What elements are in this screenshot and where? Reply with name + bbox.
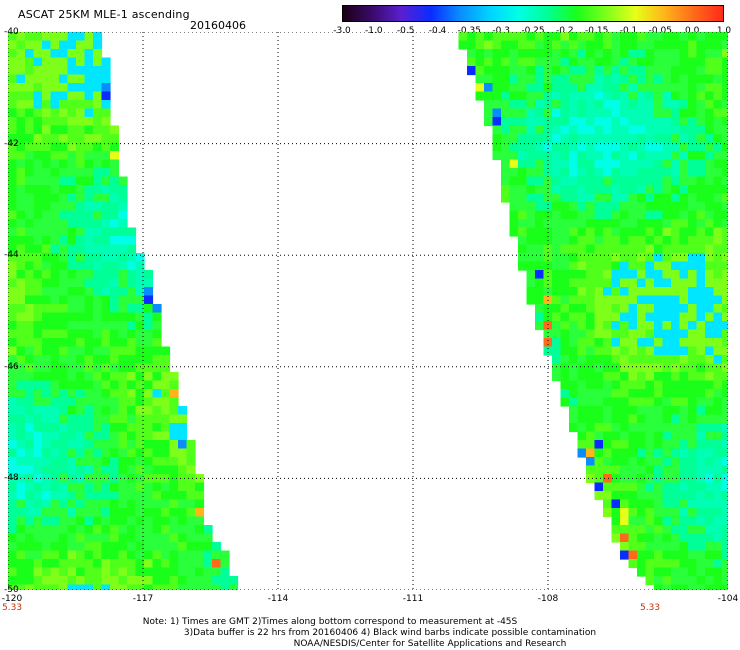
map-title: ASCAT 25KM MLE-1 ascending <box>18 8 190 21</box>
wind-speed-map <box>8 32 728 590</box>
longitude-tick: -117 <box>132 594 154 604</box>
longitude-tick: -114 <box>267 594 289 604</box>
latitude-tick: -50 <box>4 585 19 595</box>
color-scale-tick: -0.05 <box>648 26 672 36</box>
longitude-tick: -108 <box>537 594 559 604</box>
latitude-tick: -40 <box>4 27 19 37</box>
color-scale-tick: -0.2 <box>556 26 574 36</box>
longitude-tick: -104 <box>717 594 739 604</box>
latitude-tick: -46 <box>4 361 19 372</box>
graticule <box>8 32 728 590</box>
note-line-3: NOAA/NESDIS/Center for Satellite Applica… <box>293 639 567 649</box>
color-scale-tick: 1.0 <box>716 26 732 36</box>
time-label-left: 5.33 <box>2 603 23 613</box>
swath-east <box>458 32 728 590</box>
note-line-1: Note: 1) Times are GMT 2)Times along bot… <box>142 617 518 627</box>
color-scale-tick: -0.25 <box>521 26 545 36</box>
latitude-tick: -42 <box>4 138 19 149</box>
longitude-tick: -111 <box>402 594 424 604</box>
map-date: 20160406 <box>190 19 246 32</box>
color-scale-tick: -3.0 <box>333 26 351 36</box>
time-label-right: 5.33 <box>640 603 661 613</box>
color-scale-tick: -0.15 <box>585 26 609 36</box>
color-scale-tick: -0.1 <box>619 26 638 36</box>
latitude-tick: -48 <box>4 473 19 484</box>
color-scale-tick: -0.4 <box>428 26 447 36</box>
swath-west <box>8 32 239 590</box>
note-line-2: 3)Data buffer is 22 hrs from 20160406 4)… <box>183 628 597 638</box>
latitude-tick: -44 <box>4 250 19 261</box>
longitude-tick: -120 <box>1 594 23 604</box>
color-scale-tick: -0.3 <box>492 26 510 36</box>
color-scale-bar <box>342 5 724 22</box>
color-scale-tick: 0.0 <box>684 26 700 36</box>
color-scale-tick: -1.0 <box>365 26 383 36</box>
color-scale-tick: -0.35 <box>457 26 481 36</box>
color-scale-tick: -0.5 <box>396 26 415 36</box>
